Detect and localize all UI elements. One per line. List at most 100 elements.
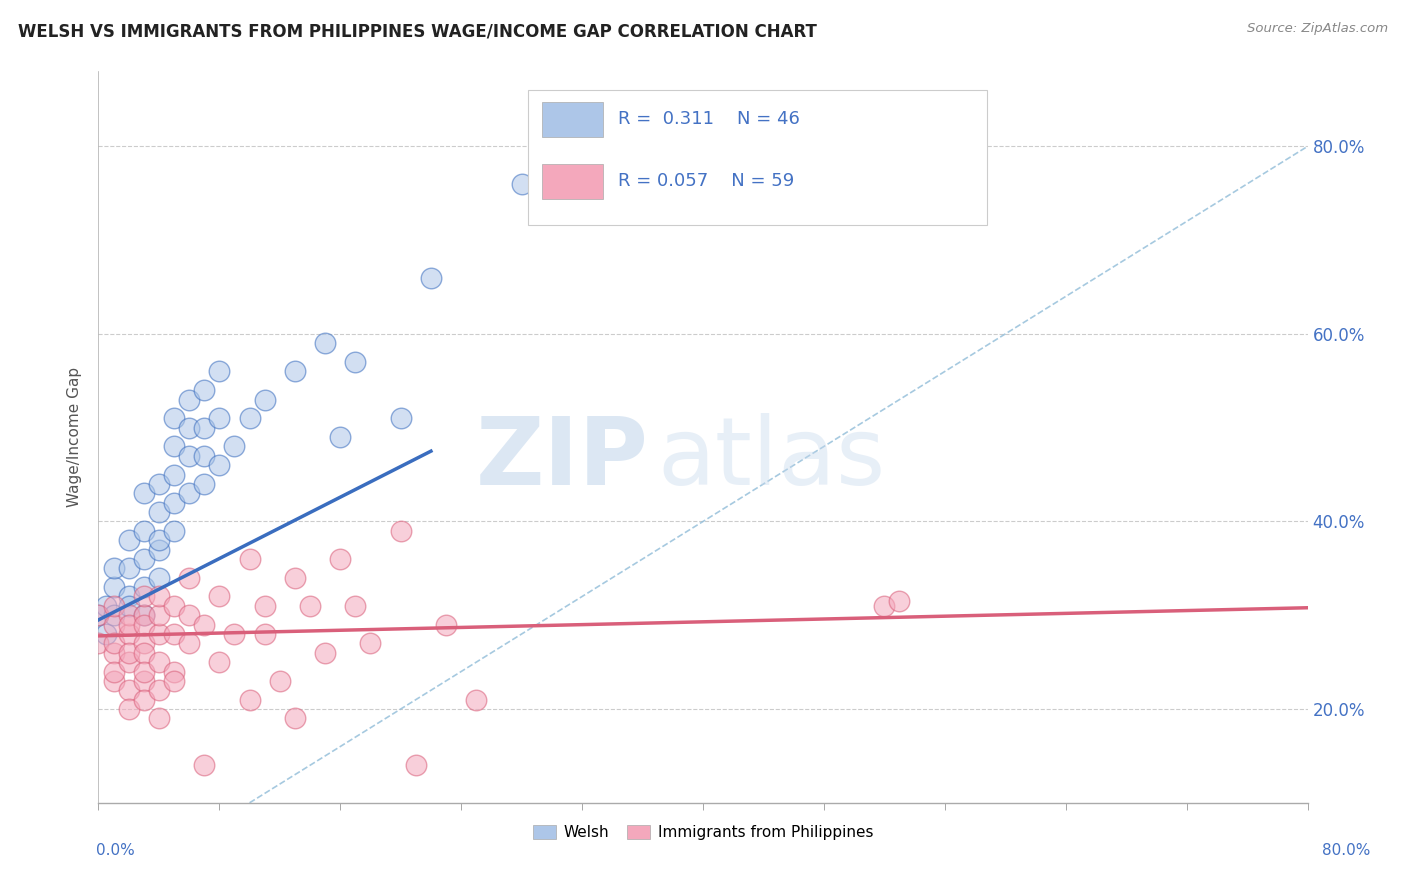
Point bbox=[148, 655, 170, 669]
Point bbox=[118, 617, 141, 632]
FancyBboxPatch shape bbox=[543, 164, 603, 200]
Point bbox=[103, 608, 125, 623]
Legend: Welsh, Immigrants from Philippines: Welsh, Immigrants from Philippines bbox=[527, 819, 879, 847]
Point bbox=[179, 608, 201, 623]
Point bbox=[163, 627, 186, 641]
Point bbox=[103, 617, 125, 632]
Point bbox=[889, 594, 911, 608]
Point bbox=[873, 599, 896, 613]
Point bbox=[314, 646, 336, 660]
Point bbox=[179, 486, 201, 500]
Point bbox=[118, 590, 141, 604]
Point bbox=[118, 608, 141, 623]
FancyBboxPatch shape bbox=[527, 89, 987, 225]
Point bbox=[193, 383, 215, 397]
Point bbox=[510, 177, 533, 191]
Point bbox=[420, 270, 443, 285]
FancyBboxPatch shape bbox=[543, 102, 603, 137]
Point bbox=[284, 711, 307, 725]
Point bbox=[94, 627, 117, 641]
Point bbox=[239, 552, 262, 566]
Y-axis label: Wage/Income Gap: Wage/Income Gap bbox=[67, 367, 83, 508]
Point bbox=[193, 420, 215, 434]
Point bbox=[132, 646, 155, 660]
Point bbox=[118, 702, 141, 716]
Point bbox=[269, 673, 291, 688]
Point bbox=[87, 636, 110, 650]
Point bbox=[148, 542, 170, 557]
Point bbox=[148, 505, 170, 519]
Point bbox=[132, 692, 155, 706]
Point bbox=[405, 758, 427, 772]
Point bbox=[208, 458, 231, 473]
Point bbox=[193, 449, 215, 463]
Point bbox=[148, 571, 170, 585]
Point bbox=[179, 449, 201, 463]
Point bbox=[148, 477, 170, 491]
Point bbox=[132, 636, 155, 650]
Point bbox=[103, 580, 125, 594]
Point bbox=[389, 524, 412, 538]
Point bbox=[132, 486, 155, 500]
Point bbox=[103, 673, 125, 688]
Point bbox=[239, 411, 262, 425]
Point bbox=[132, 665, 155, 679]
Point bbox=[344, 599, 367, 613]
Point bbox=[193, 617, 215, 632]
Point bbox=[118, 561, 141, 575]
Point bbox=[148, 627, 170, 641]
Text: WELSH VS IMMIGRANTS FROM PHILIPPINES WAGE/INCOME GAP CORRELATION CHART: WELSH VS IMMIGRANTS FROM PHILIPPINES WAG… bbox=[18, 22, 817, 40]
Text: 80.0%: 80.0% bbox=[1323, 843, 1371, 858]
Text: 0.0%: 0.0% bbox=[96, 843, 135, 858]
Point bbox=[132, 608, 155, 623]
Point bbox=[94, 599, 117, 613]
Point bbox=[179, 392, 201, 407]
Point bbox=[87, 608, 110, 623]
Point bbox=[132, 608, 155, 623]
Point bbox=[179, 420, 201, 434]
Point bbox=[132, 590, 155, 604]
Point bbox=[314, 336, 336, 351]
Point bbox=[284, 571, 307, 585]
Point bbox=[284, 364, 307, 378]
Point bbox=[163, 673, 186, 688]
Point bbox=[163, 524, 186, 538]
Point bbox=[132, 673, 155, 688]
Point bbox=[465, 692, 488, 706]
Point bbox=[103, 561, 125, 575]
Point bbox=[360, 636, 382, 650]
Text: R = 0.057    N = 59: R = 0.057 N = 59 bbox=[619, 172, 794, 190]
Point bbox=[208, 590, 231, 604]
Point bbox=[163, 467, 186, 482]
Point bbox=[224, 440, 246, 454]
Point bbox=[253, 392, 276, 407]
Text: atlas: atlas bbox=[657, 413, 886, 505]
Point bbox=[103, 665, 125, 679]
Text: Source: ZipAtlas.com: Source: ZipAtlas.com bbox=[1247, 22, 1388, 36]
Point bbox=[389, 411, 412, 425]
Point bbox=[132, 524, 155, 538]
Point bbox=[87, 608, 110, 623]
Point bbox=[148, 683, 170, 698]
Point bbox=[163, 599, 186, 613]
Point bbox=[208, 655, 231, 669]
Point bbox=[299, 599, 322, 613]
Point bbox=[163, 665, 186, 679]
Point bbox=[118, 655, 141, 669]
Point bbox=[132, 552, 155, 566]
Point bbox=[118, 646, 141, 660]
Text: ZIP: ZIP bbox=[475, 413, 648, 505]
Point bbox=[163, 496, 186, 510]
Point bbox=[118, 683, 141, 698]
Point bbox=[239, 692, 262, 706]
Point bbox=[434, 617, 457, 632]
Point bbox=[118, 599, 141, 613]
Point bbox=[148, 608, 170, 623]
Point bbox=[208, 364, 231, 378]
Point bbox=[132, 580, 155, 594]
Text: R =  0.311    N = 46: R = 0.311 N = 46 bbox=[619, 110, 800, 128]
Point bbox=[344, 355, 367, 369]
Point bbox=[179, 636, 201, 650]
Point bbox=[103, 636, 125, 650]
Point bbox=[132, 617, 155, 632]
